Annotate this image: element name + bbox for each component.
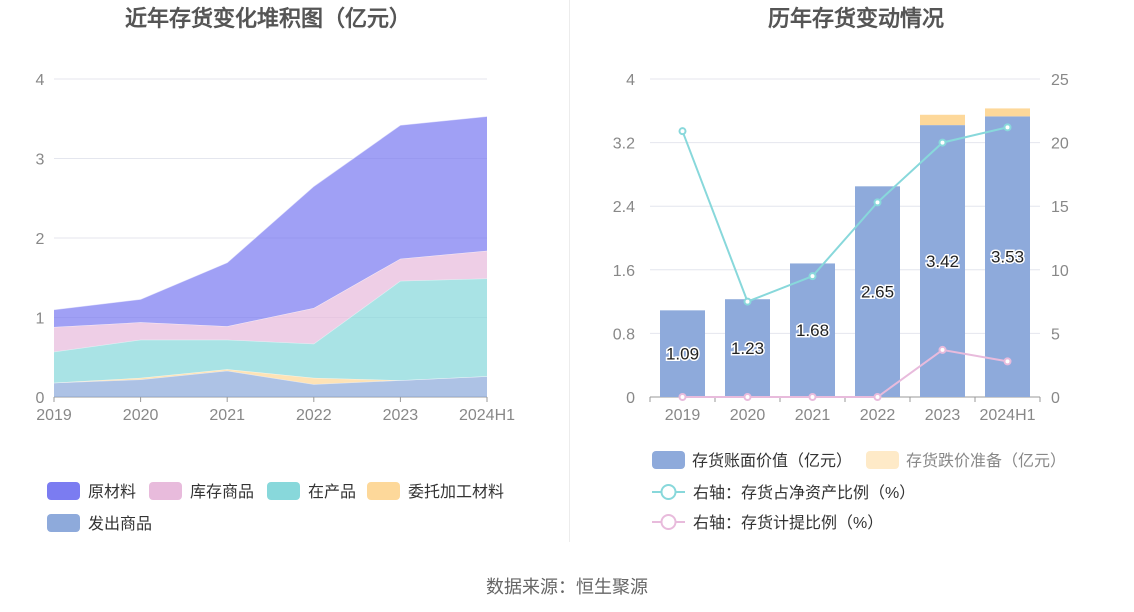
y-tick-label: 1 (36, 311, 45, 328)
y2-tick-label: 20 (1051, 136, 1069, 153)
legend-swatch (47, 482, 80, 500)
area-series (54, 278, 487, 383)
x-tick-label: 2024H1 (459, 407, 515, 424)
source-note: 数据来源：恒生聚源 (486, 577, 648, 597)
line-point (1003, 123, 1012, 132)
line-point (678, 127, 687, 136)
legend-marker (660, 484, 677, 500)
line-point (1003, 357, 1012, 366)
bar-impairment (920, 114, 965, 126)
legend-swatch (149, 482, 182, 500)
bar-book-value (855, 186, 900, 397)
chart-title: 近年存货变化堆积图（亿元） (125, 6, 411, 31)
legend-swatch (866, 451, 899, 469)
legend-label: 委托加工材料 (408, 483, 504, 501)
legend-swatch (47, 514, 80, 532)
area-series (54, 250, 487, 352)
bar-book-value (725, 299, 770, 397)
y-tick-label: 4 (36, 72, 45, 89)
legend-label: 库存商品 (190, 483, 254, 501)
line-point (808, 393, 817, 401)
y-tick-label: 0 (626, 390, 635, 407)
y2-tick-label: 25 (1051, 72, 1069, 89)
bar-value-label: 3.53 (991, 248, 1024, 267)
line-series (682, 348, 1008, 398)
y-tick-label: 0.8 (613, 326, 635, 343)
legend-label: 右轴：存货占净资产比例（%） (693, 484, 915, 502)
y-tick-label: 0 (36, 390, 45, 407)
bar-impairment (985, 108, 1030, 117)
legend-swatch (367, 482, 400, 500)
line-series (681, 126, 1008, 303)
legend-label: 右轴：存货计提比例（%） (693, 514, 883, 532)
x-tick-label: 2019 (665, 407, 701, 424)
line-point (938, 345, 947, 354)
panel-divider (569, 0, 570, 542)
chart-title: 历年存货变动情况 (768, 6, 944, 31)
legend-label: 存货账面价值（亿元） (692, 452, 852, 470)
x-tick-label: 2022 (296, 407, 332, 424)
stacked-area-chart: 近年存货变化堆积图（亿元） 0 1 2 3 4 2019 2020 2021 2022 2023 20… (36, 6, 516, 533)
line-point (808, 272, 817, 281)
line-point (743, 297, 752, 306)
legend-label: 在产品 (308, 483, 356, 501)
y2-tick-label: 0 (1051, 390, 1060, 407)
line-point (873, 198, 882, 207)
y-tick-label: 3.2 (613, 136, 635, 153)
line-point (938, 138, 947, 147)
x-tick-label: 2023 (925, 407, 961, 424)
x-tick-label: 2023 (383, 407, 419, 424)
legend-label: 发出商品 (88, 515, 152, 533)
line-point (678, 393, 687, 401)
legend-label: 存货跌价准备（亿元） (906, 452, 1066, 470)
bar-value-label: 1.23 (731, 339, 764, 358)
x-tick-label: 2021 (209, 407, 245, 424)
x-tick-label: 2020 (730, 407, 766, 424)
bar-value-label: 2.65 (861, 283, 894, 302)
y2-tick-label: 5 (1051, 326, 1060, 343)
x-tick-label: 2020 (123, 407, 159, 424)
bar-book-value (985, 116, 1030, 398)
y-tick-label: 3 (36, 152, 45, 169)
y-tick-label: 2 (36, 231, 45, 248)
legend-swatch (267, 482, 300, 500)
x-tick-label: 2021 (795, 407, 831, 424)
bar-book-value (660, 310, 705, 397)
area-edge (53, 115, 488, 311)
line-point (743, 393, 752, 401)
area-series (54, 116, 487, 328)
area-series (54, 369, 487, 385)
legend-marker (660, 514, 677, 530)
bar-value-label: 1.09 (666, 345, 699, 364)
x-tick-label: 2019 (36, 407, 72, 424)
bar-value-label: 1.68 (796, 321, 829, 340)
y2-tick-label: 10 (1051, 263, 1069, 280)
y-tick-label: 4 (626, 72, 635, 89)
legend-label: 原材料 (88, 483, 136, 501)
bar-book-value (790, 263, 835, 397)
y-tick-label: 1.6 (613, 263, 635, 280)
legend-swatch (652, 451, 685, 469)
line-point (873, 393, 882, 401)
bar-value-label: 3.42 (926, 252, 959, 271)
x-tick-label: 2024H1 (979, 407, 1035, 424)
y2-tick-label: 15 (1051, 199, 1069, 216)
x-tick-label: 2022 (860, 407, 896, 424)
y-tick-label: 2.4 (613, 199, 635, 216)
inventory-change-chart: 历年存货变动情况 0 0.8 1.6 2.4 3.2 4 0 5 10 15 20 25 2019 2020… (613, 6, 1069, 532)
